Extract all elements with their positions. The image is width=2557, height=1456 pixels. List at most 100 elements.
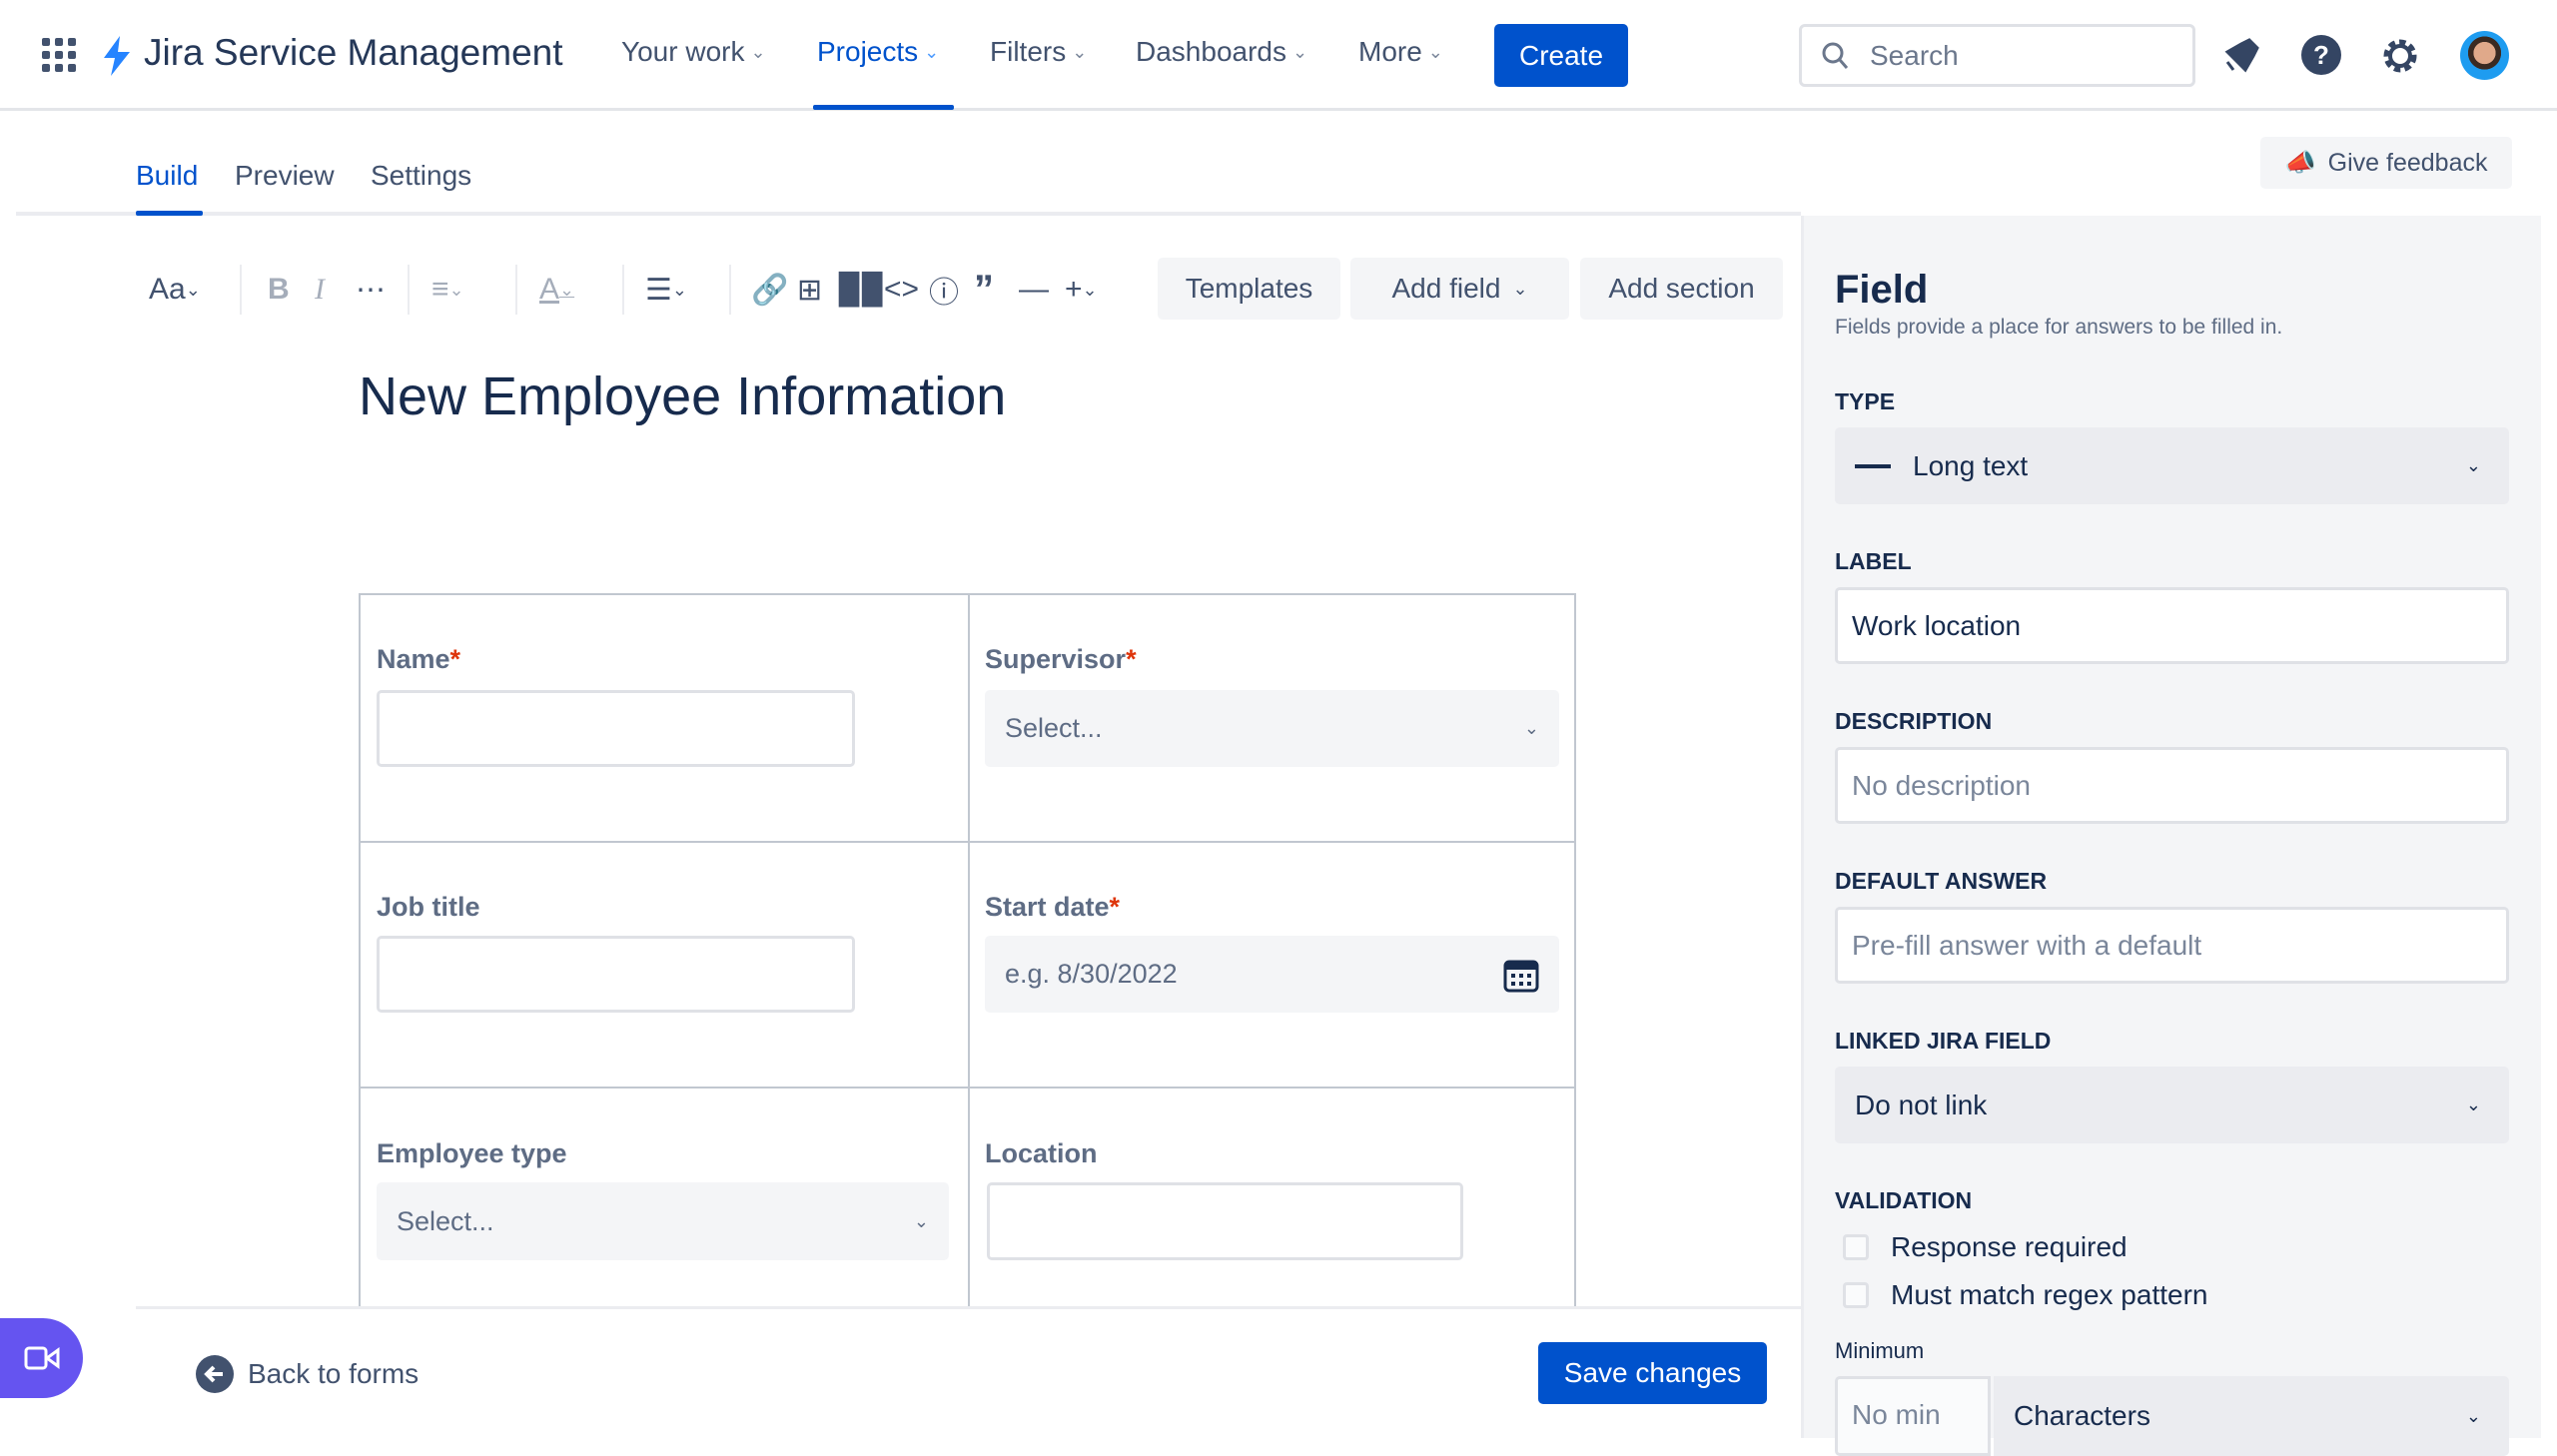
info-icon[interactable]: ⓘ bbox=[929, 277, 959, 310]
toolbar-separator bbox=[729, 265, 731, 315]
field-label-name[interactable]: Name* bbox=[377, 644, 461, 674]
field-label-start-date[interactable]: Start date* bbox=[985, 892, 1121, 922]
linked-jira-field-label: LINKED JIRA FIELD bbox=[1835, 1028, 2052, 1054]
templates-button[interactable]: Templates bbox=[1158, 258, 1340, 320]
nav-active-indicator bbox=[813, 105, 954, 110]
more-formatting-icon[interactable]: ⋯ bbox=[356, 273, 386, 307]
response-required-checkbox[interactable]: Response required bbox=[1843, 1231, 2128, 1263]
minimum-input[interactable]: No min bbox=[1835, 1376, 1991, 1456]
nav-filters[interactable]: Filters ⌄ bbox=[990, 36, 1087, 68]
chevron-down-icon: ⌄ bbox=[750, 41, 766, 62]
chevron-down-icon: ⌄ bbox=[185, 279, 201, 300]
layout-columns-icon[interactable]: ▉▉ bbox=[839, 273, 886, 307]
linked-jira-field-select[interactable]: Do not link ⌄ bbox=[1835, 1067, 2509, 1143]
app-logo-text[interactable]: Jira Service Management bbox=[144, 32, 563, 73]
svg-text:?: ? bbox=[2313, 40, 2329, 70]
checkbox[interactable] bbox=[1843, 1234, 1869, 1260]
search-icon bbox=[1822, 42, 1848, 69]
checkbox-label: Response required bbox=[1891, 1231, 2128, 1262]
divider-icon[interactable]: — bbox=[1019, 273, 1049, 306]
back-label: Back to forms bbox=[248, 1358, 420, 1389]
default-answer-input[interactable]: Pre-fill answer with a default bbox=[1835, 907, 2509, 984]
checkbox-label: Must match regex pattern bbox=[1891, 1279, 2208, 1310]
nav-more[interactable]: More ⌄ bbox=[1358, 36, 1443, 68]
search-input[interactable]: Search bbox=[1799, 24, 2195, 87]
arrow-left-circle-icon bbox=[196, 1355, 234, 1393]
label-input[interactable]: Work location bbox=[1835, 587, 2509, 664]
nav-label: More bbox=[1358, 36, 1422, 67]
chevron-down-icon: ⌄ bbox=[2465, 455, 2481, 475]
minimum-unit-select[interactable]: Characters ⌄ bbox=[1994, 1376, 2509, 1456]
form-footer bbox=[136, 1306, 1801, 1438]
start-date-input[interactable]: e.g. 8/30/2022 bbox=[985, 936, 1559, 1013]
table-icon[interactable]: ⊞ bbox=[797, 273, 823, 307]
bolt-logo-icon bbox=[104, 36, 130, 76]
quote-icon[interactable]: ” bbox=[974, 267, 994, 312]
nav-label: Projects bbox=[817, 36, 919, 67]
settings-icon[interactable] bbox=[2380, 36, 2420, 76]
toolbar-separator bbox=[240, 265, 242, 315]
calendar-icon[interactable] bbox=[1503, 957, 1539, 993]
chevron-down-icon: ⌄ bbox=[2465, 1405, 2481, 1426]
nav-your-work[interactable]: Your work ⌄ bbox=[621, 36, 766, 68]
grid-line bbox=[359, 841, 1575, 843]
validation-label: VALIDATION bbox=[1835, 1187, 1973, 1213]
minimum-label: Minimum bbox=[1835, 1338, 1925, 1363]
grid-line bbox=[359, 593, 361, 1308]
code-icon[interactable]: <> bbox=[884, 273, 920, 306]
bullet-list-icon[interactable]: ☰ ⌄ bbox=[645, 273, 687, 307]
tab-build[interactable]: Build bbox=[136, 160, 199, 191]
supervisor-select[interactable]: Select... ⌄ bbox=[985, 690, 1559, 767]
chevron-down-icon: ⌄ bbox=[1523, 718, 1539, 738]
chevron-down-icon: ⌄ bbox=[1291, 41, 1308, 62]
employee-type-select[interactable]: Select... ⌄ bbox=[377, 1182, 949, 1260]
checkbox[interactable] bbox=[1843, 1282, 1869, 1308]
add-section-button[interactable]: Add section bbox=[1580, 258, 1783, 320]
create-button[interactable]: Create bbox=[1494, 24, 1628, 87]
app-switcher-icon[interactable] bbox=[42, 38, 76, 72]
job-title-input[interactable] bbox=[377, 936, 855, 1013]
tab-settings[interactable]: Settings bbox=[371, 160, 472, 191]
field-label-location[interactable]: Location bbox=[985, 1138, 1098, 1168]
text-color-icon[interactable]: A ⌄ bbox=[539, 273, 575, 306]
regex-pattern-checkbox[interactable]: Must match regex pattern bbox=[1843, 1279, 2207, 1311]
nav-label: Your work bbox=[621, 36, 745, 67]
grid-line bbox=[359, 1087, 1575, 1089]
field-label-supervisor[interactable]: Supervisor* bbox=[985, 644, 1137, 674]
video-record-button[interactable] bbox=[0, 1318, 83, 1398]
tab-preview[interactable]: Preview bbox=[235, 160, 335, 191]
align-icon[interactable]: ≡ ⌄ bbox=[431, 273, 464, 306]
add-field-button[interactable]: Add field ⌄ bbox=[1350, 258, 1569, 320]
megaphone-icon: 📣 bbox=[2284, 148, 2316, 177]
description-input[interactable]: No description bbox=[1835, 747, 2509, 824]
italic-icon[interactable]: I bbox=[315, 273, 325, 306]
save-changes-button[interactable]: Save changes bbox=[1538, 1342, 1767, 1404]
toolbar-separator bbox=[622, 265, 624, 315]
name-input[interactable] bbox=[377, 690, 855, 767]
type-select[interactable]: Long text ⌄ bbox=[1835, 427, 2509, 504]
text-style-button[interactable]: Aa ⌄ bbox=[149, 270, 201, 310]
field-properties-panel bbox=[1801, 216, 2541, 1438]
long-text-icon bbox=[1855, 463, 1891, 468]
grid-line bbox=[968, 593, 970, 1308]
insert-plus-icon[interactable]: + ⌄ bbox=[1065, 273, 1098, 306]
form-title[interactable]: New Employee Information bbox=[359, 366, 1007, 426]
nav-projects[interactable]: Projects ⌄ bbox=[817, 36, 939, 68]
tab-active-indicator bbox=[136, 211, 203, 216]
date-placeholder: e.g. 8/30/2022 bbox=[1005, 959, 1178, 989]
give-feedback-button[interactable]: 📣 Give feedback bbox=[2260, 137, 2512, 189]
required-mark: * bbox=[1126, 644, 1137, 674]
notifications-icon[interactable] bbox=[2223, 38, 2259, 74]
nav-dashboards[interactable]: Dashboards ⌄ bbox=[1136, 36, 1307, 68]
nav-label: Filters bbox=[990, 36, 1067, 67]
back-to-forms-link[interactable]: Back to forms bbox=[196, 1355, 419, 1393]
type-value: Long text bbox=[1913, 449, 2029, 481]
tabs-divider bbox=[16, 212, 1801, 216]
help-icon[interactable]: ? bbox=[2300, 34, 2342, 76]
link-icon[interactable]: 🔗 bbox=[751, 273, 789, 307]
bold-icon[interactable]: B bbox=[268, 273, 290, 306]
avatar[interactable] bbox=[2460, 31, 2509, 80]
location-input[interactable] bbox=[987, 1182, 1463, 1260]
field-label-employee-type[interactable]: Employee type bbox=[377, 1138, 567, 1168]
field-label-job-title[interactable]: Job title bbox=[377, 892, 480, 922]
